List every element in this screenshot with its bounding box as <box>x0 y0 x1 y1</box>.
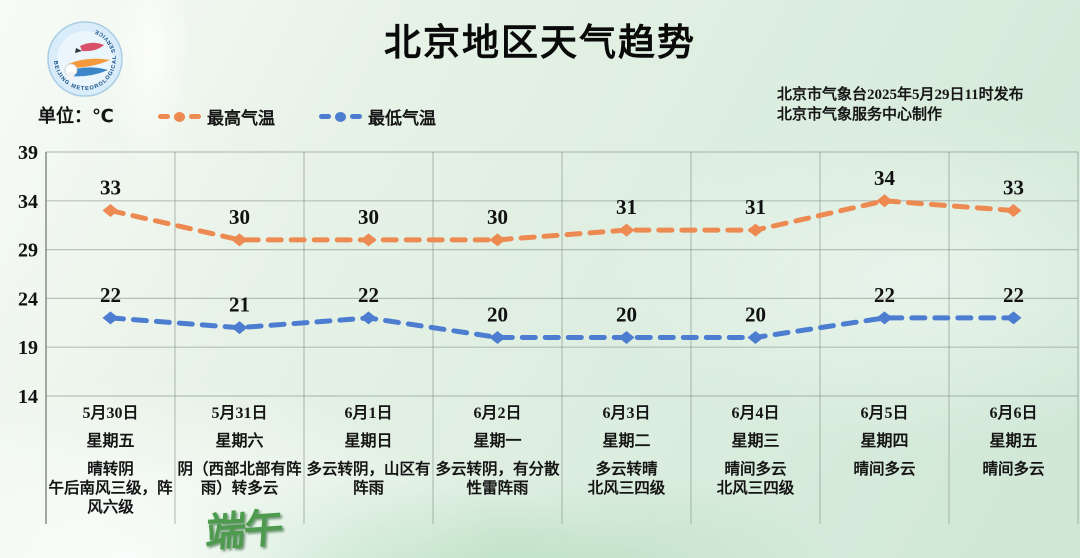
low-temp-point <box>1005 311 1022 325</box>
y-axis-tick-label: 29 <box>18 240 38 262</box>
low-temp-point <box>747 330 764 344</box>
high-temp-value-label: 33 <box>100 176 121 200</box>
high-temp-point <box>1005 204 1022 218</box>
y-axis-tick-label: 14 <box>18 386 38 408</box>
high-temp-point <box>876 194 893 208</box>
high-temp-point <box>231 233 248 247</box>
low-temp-value-label: 20 <box>487 302 508 326</box>
low-temp-point <box>360 311 377 325</box>
low-temp-point <box>489 330 506 344</box>
high-temp-point <box>360 233 377 247</box>
low-temp-point <box>102 311 119 325</box>
bms-logo-icon: BEIJING METEOROLOGICAL SERVICE <box>47 21 123 97</box>
low-temp-line <box>108 315 1016 340</box>
low-temp-value-label: 20 <box>616 302 637 326</box>
bms-logo: BEIJING METEOROLOGICAL SERVICE <box>46 20 124 98</box>
high-temp-line-sample <box>158 111 201 122</box>
high-temp-value-label: 33 <box>1003 176 1024 200</box>
low-temp-value-label: 20 <box>745 302 766 326</box>
page-title: 北京地区天气趋势 <box>384 22 696 63</box>
low-temp-value-label: 22 <box>100 283 121 307</box>
high-temp-point <box>489 233 506 247</box>
unit-label: 单位：℃ <box>38 106 114 126</box>
high-temp-point <box>102 204 119 218</box>
issued-info: 北京市气象台2025年5月29日11时发布 北京市气象服务中心制作 <box>777 85 1024 125</box>
legend-item-low-temp: 最低气温 <box>319 104 436 129</box>
low-temp-point <box>876 311 893 325</box>
high-temp-value-label: 30 <box>229 205 250 229</box>
high-temp-value-label: 30 <box>487 205 508 229</box>
high-temp-point <box>618 223 635 237</box>
low-temp-point <box>231 321 248 335</box>
high-temp-value-label: 31 <box>616 195 637 219</box>
y-axis-tick-label: 34 <box>18 191 38 213</box>
legend: 最高气温 最低气温 <box>158 104 436 129</box>
duanwu-festival-watermark: 端午 <box>204 505 284 556</box>
low-temp-value-label: 22 <box>1003 283 1024 307</box>
issued-line-1: 北京市气象台2025年5月29日11时发布 <box>777 87 1024 103</box>
legend-label-high-temp: 最高气温 <box>207 109 275 128</box>
issued-line-2: 北京市气象服务中心制作 <box>777 107 943 123</box>
legend-label-low-temp: 最低气温 <box>368 109 436 128</box>
y-axis-tick-label: 19 <box>18 337 38 359</box>
low-temp-value-label: 22 <box>358 283 379 307</box>
high-temp-value-label: 30 <box>358 205 379 229</box>
y-axis-tick-label: 24 <box>18 288 38 310</box>
low-temp-value-label: 21 <box>229 293 250 317</box>
high-temp-value-label: 34 <box>874 166 896 190</box>
high-temp-line <box>108 198 1016 243</box>
legend-item-high-temp: 最高气温 <box>158 104 275 129</box>
low-temp-line-sample <box>319 111 362 122</box>
high-temp-value-label: 31 <box>745 195 766 219</box>
high-temp-point <box>747 223 764 237</box>
low-temp-point <box>618 330 635 344</box>
y-axis-tick-label: 39 <box>18 142 38 164</box>
low-temp-value-label: 22 <box>874 283 895 307</box>
